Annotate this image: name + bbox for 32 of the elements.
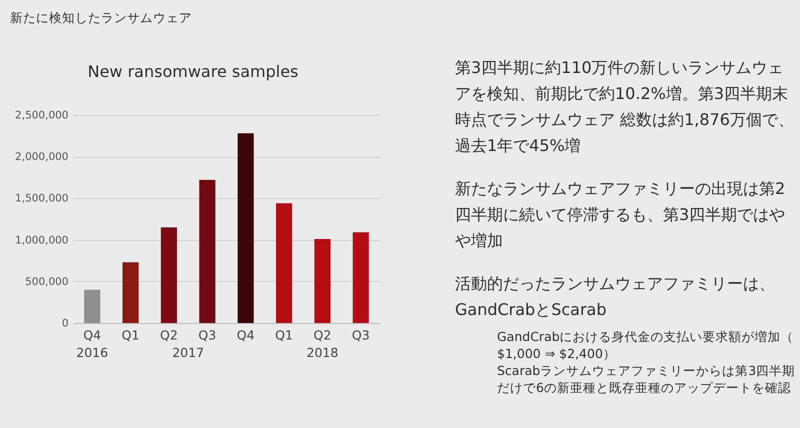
text: 活動的だったランサムウェアファミリーは、GandCrabとScarab [455, 274, 775, 319]
x-tick-label: Q4 [83, 328, 102, 342]
bar [314, 238, 330, 323]
bar [160, 227, 177, 323]
text: 2016 [76, 345, 108, 360]
chart-title: 新たに検知したランサムウェア [10, 10, 192, 25]
bar [352, 232, 369, 323]
x-tick-label: Q1 [275, 328, 293, 342]
x-tick-label: Q3 [352, 328, 370, 342]
x-tick-label: Q2 [314, 328, 332, 342]
y-tick-label: 1,500,000 [15, 192, 68, 205]
text: 2018 [306, 345, 338, 360]
y-tick-label: 2,000,000 [15, 151, 68, 164]
y-tick-label: 2,500,000 [15, 110, 68, 122]
y-tick-label: 1,000,000 [15, 234, 68, 246]
x-tick-label: Q2 [160, 328, 178, 342]
bar [276, 203, 292, 323]
x-tick-label: Q4 [236, 328, 255, 342]
bar [122, 262, 139, 323]
x-tick-label: Q3 [198, 328, 216, 342]
text: 新たなランサムウェアファミリーの出現は第2四半期に続いて停滞するも、第3四半期ではやや増加 [455, 179, 786, 250]
chart-subtitle: New ransomware samples [88, 62, 298, 81]
bar [238, 133, 254, 323]
y-tick-label: 500,000 [25, 276, 68, 288]
text: Scarabランサムウェアファミリーからは第3四半期だけで6の新亜種と既存亜種のアップデートを確認 [497, 363, 796, 395]
text: 2017 [172, 345, 204, 360]
y-tick-label: 0 [62, 318, 68, 330]
text: 第3四半期に約110万件の新しいランサムウェアを検知、前期比で約10.2%増。第3四半期末時点でランサムウェア 総数は約1,876万個で、過去1年で45%増 [455, 58, 794, 155]
text: GandCrabにおける身代金の支払い要求額が増加（$1,000 ⇒ $2,400） [497, 329, 794, 361]
x-tick-label: Q1 [122, 328, 140, 342]
bar [84, 290, 100, 323]
bar [199, 180, 216, 323]
